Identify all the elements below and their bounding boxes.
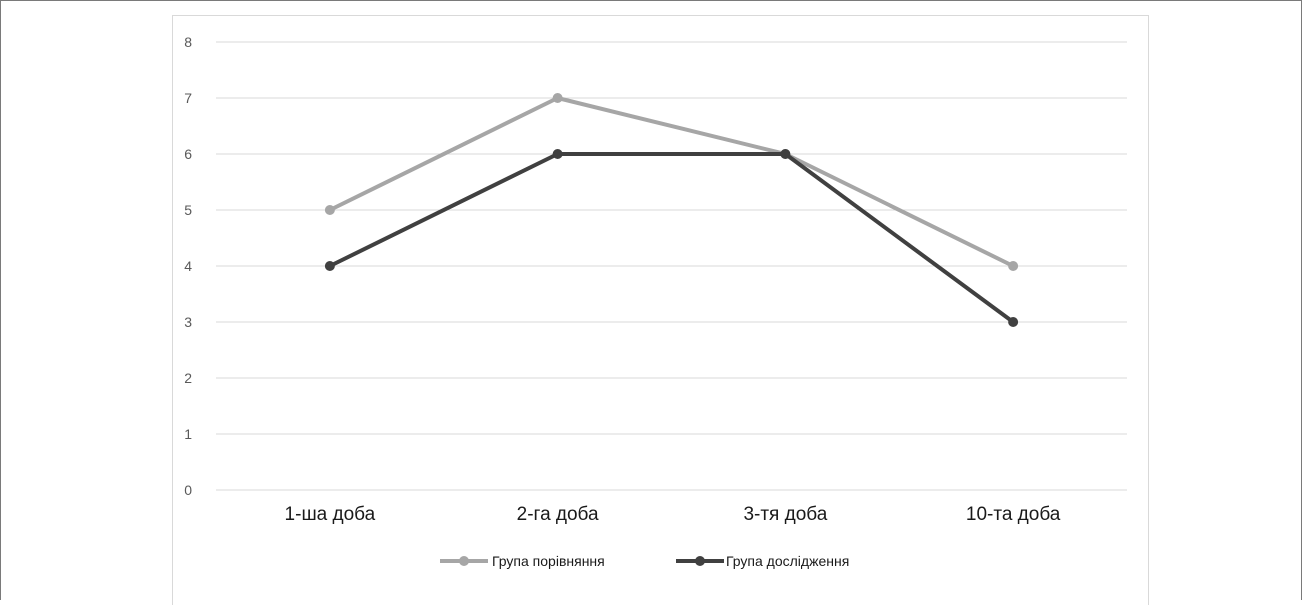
series-lines (324, 93, 1019, 327)
legend-label: Група дослідження (726, 553, 849, 569)
y-tick-label: 5 (184, 202, 192, 218)
legend-swatch-marker (459, 556, 469, 566)
x-tick-label: 10-та доба (966, 504, 1061, 525)
data-point (552, 93, 563, 103)
data-point (324, 261, 335, 271)
data-point (324, 205, 335, 215)
x-tick-label: 1-ша доба (285, 504, 376, 525)
y-tick-label: 7 (184, 90, 192, 106)
y-tick-label: 2 (184, 370, 192, 386)
data-point (780, 149, 791, 159)
data-point (1008, 317, 1019, 327)
legend-swatch-marker (695, 556, 705, 566)
y-tick-label: 1 (184, 426, 192, 442)
y-tick-label: 6 (184, 146, 192, 162)
data-point (1008, 261, 1019, 271)
series-line-2 (328, 152, 1015, 324)
gridlines (216, 41, 1127, 491)
y-tick-label: 4 (184, 258, 192, 274)
y-tick-label: 8 (184, 34, 192, 50)
legend: Група порівняння Група дослідження (440, 553, 849, 569)
x-axis-ticks: 1-ша доба 2-га доба 3-тя доба 10-та доба (285, 504, 1061, 525)
line-chart: 0 1 2 3 4 5 6 7 8 1-ша доба 2-га доба 3-тя доба 10-… (184, 34, 1127, 569)
data-point (552, 149, 563, 159)
chart-area (172, 15, 1149, 605)
x-tick-label: 3-тя доба (743, 504, 827, 525)
y-tick-label: 3 (184, 314, 192, 330)
y-tick-label: 0 (184, 482, 192, 498)
y-axis-ticks: 0 1 2 3 4 5 6 7 8 (184, 34, 192, 498)
x-tick-label: 2-га доба (517, 504, 599, 525)
legend-label: Група порівняння (492, 553, 605, 569)
series-line-1 (328, 96, 1015, 268)
